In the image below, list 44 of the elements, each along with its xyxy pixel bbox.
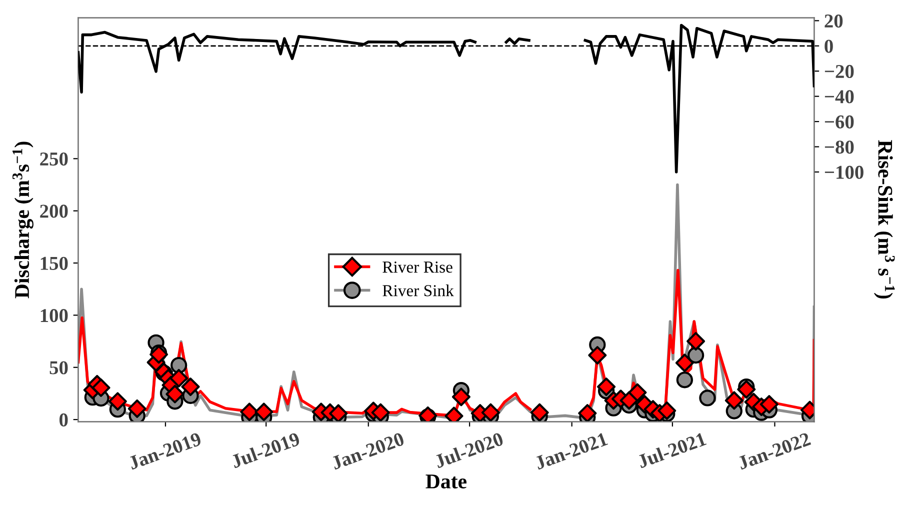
y2-tick-label: −60 xyxy=(824,115,854,128)
y2-tick-label: −80 xyxy=(824,140,854,154)
point xyxy=(92,378,110,397)
legend-label: River Rise xyxy=(382,262,452,273)
y-tick-label: 150 xyxy=(40,256,68,270)
point xyxy=(658,401,676,420)
point xyxy=(530,403,549,422)
point xyxy=(371,403,390,422)
point xyxy=(166,384,184,404)
y2-tick-label: −100 xyxy=(824,166,864,179)
point xyxy=(628,383,647,402)
point xyxy=(724,391,744,410)
y-tick-label: 250 xyxy=(40,152,68,166)
y-tick-label: 100 xyxy=(40,309,68,322)
legend-label: River Sink xyxy=(382,284,454,296)
y2-tick-label: 20 xyxy=(824,14,843,28)
point xyxy=(760,395,778,414)
y2-tick-label: −40 xyxy=(824,90,854,104)
y-tick-label: 50 xyxy=(50,361,68,374)
point xyxy=(737,380,756,399)
point xyxy=(181,378,200,396)
point xyxy=(108,392,127,411)
y-axis-title: Discharge (m$^{3}$s$^{−1}$) xyxy=(12,142,34,298)
y-tick-label: 200 xyxy=(40,204,68,218)
y2-axis-title: Rise-Sink (m$^{3}$ s$^{−1}$) xyxy=(874,140,895,299)
point xyxy=(128,399,146,418)
point xyxy=(676,372,694,388)
point xyxy=(329,404,348,422)
point xyxy=(240,402,259,422)
point xyxy=(170,368,188,388)
point xyxy=(588,346,607,365)
point xyxy=(597,378,616,396)
point xyxy=(481,403,500,422)
point xyxy=(686,332,706,351)
x-axis-title: Date xyxy=(426,474,466,488)
y2-tick-label: −20 xyxy=(824,64,854,78)
point xyxy=(452,388,470,406)
point xyxy=(254,402,274,422)
point xyxy=(578,404,597,422)
y2-tick-label: 0 xyxy=(824,40,833,53)
point xyxy=(675,354,694,372)
y-tick-label: 0 xyxy=(59,413,68,426)
point xyxy=(699,390,716,406)
point xyxy=(170,356,188,374)
